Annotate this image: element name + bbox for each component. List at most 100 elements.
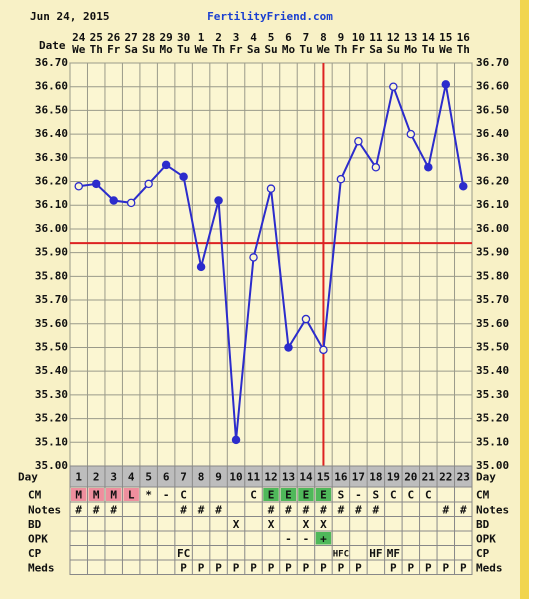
cell-text: # bbox=[75, 503, 82, 516]
y-tick-label-right: 35.00 bbox=[476, 459, 509, 472]
weekday-label: We bbox=[194, 43, 208, 56]
cell-highlight bbox=[123, 488, 139, 501]
cell-text: P bbox=[250, 561, 257, 574]
cell-text: P bbox=[198, 561, 205, 574]
cell-text: HF bbox=[369, 547, 382, 560]
cell-text: - bbox=[303, 532, 310, 545]
cell-text: 5 bbox=[145, 471, 152, 484]
cell-text: 19 bbox=[387, 471, 400, 484]
weekday-label: Tu bbox=[422, 43, 435, 56]
cell-text: X bbox=[303, 518, 310, 531]
weekday-label: Tu bbox=[177, 43, 190, 56]
weekday-label: We bbox=[72, 43, 86, 56]
cell-text: C bbox=[180, 489, 187, 502]
date-label: 4 bbox=[250, 31, 257, 44]
date-label: 25 bbox=[90, 31, 103, 44]
weekday-label: Th bbox=[90, 43, 103, 56]
cell-text: 3 bbox=[110, 471, 117, 484]
temperature-point bbox=[354, 136, 363, 146]
cell-highlight bbox=[263, 488, 279, 501]
row-label: Day bbox=[18, 471, 38, 484]
cell-highlight bbox=[315, 532, 332, 545]
cell-text: 2 bbox=[93, 471, 100, 484]
temperature-point bbox=[424, 163, 433, 172]
temperature-point bbox=[126, 198, 136, 208]
x-axis-label: Date bbox=[39, 39, 66, 52]
y-tick-label-right: 35.80 bbox=[476, 269, 509, 282]
y-tick-label-right: 36.70 bbox=[476, 56, 509, 69]
weekday-label: Fr bbox=[352, 43, 366, 56]
weekday-label: Su bbox=[387, 43, 400, 56]
cell-text: P bbox=[338, 561, 345, 574]
temperature-point bbox=[336, 174, 346, 184]
cell-text: 17 bbox=[352, 471, 365, 484]
y-tick-label: 35.60 bbox=[35, 317, 68, 330]
weekday-label: Su bbox=[264, 43, 277, 56]
y-tick-label: 35.00 bbox=[35, 459, 68, 472]
cell-text: # bbox=[373, 503, 380, 516]
date-label: 14 bbox=[422, 31, 436, 44]
y-tick-label: 35.30 bbox=[35, 388, 68, 401]
y-tick-label-right: 36.30 bbox=[476, 151, 509, 164]
cell-text: - bbox=[355, 489, 362, 502]
cell-text: C bbox=[390, 489, 397, 502]
y-tick-label-right: 35.70 bbox=[476, 293, 509, 306]
y-tick-label: 35.40 bbox=[35, 364, 68, 377]
cell-text: 8 bbox=[198, 471, 205, 484]
cell-text: - bbox=[163, 489, 170, 502]
date-label: 13 bbox=[404, 31, 417, 44]
cell-text: 20 bbox=[404, 471, 417, 484]
weekday-label: Th bbox=[334, 43, 347, 56]
date-label: 24 bbox=[72, 31, 86, 44]
y-tick-label-right: 35.40 bbox=[476, 364, 509, 377]
date-label: 7 bbox=[303, 31, 310, 44]
y-tick-label: 36.50 bbox=[35, 103, 68, 116]
temperature-point bbox=[441, 80, 451, 89]
cell-text: 15 bbox=[317, 471, 330, 484]
cell-text: P bbox=[408, 561, 415, 574]
cell-text: + bbox=[320, 532, 327, 545]
date-label: 15 bbox=[439, 31, 452, 44]
y-tick-label-right: 35.50 bbox=[476, 340, 509, 353]
date-label: 2 bbox=[215, 31, 222, 44]
y-tick-label-right: 35.90 bbox=[476, 246, 509, 259]
cell-text: 4 bbox=[128, 471, 135, 484]
row-label-right: CP bbox=[476, 547, 490, 560]
date-label: 1 bbox=[198, 31, 205, 44]
date-label: 5 bbox=[268, 31, 275, 44]
date-label: 12 bbox=[387, 31, 400, 44]
cell-highlight bbox=[298, 488, 314, 501]
temperature-point bbox=[284, 343, 293, 352]
cell-text: M bbox=[75, 489, 82, 502]
y-tick-label: 36.70 bbox=[35, 56, 68, 69]
cell-text: E bbox=[303, 489, 310, 502]
cell-text: P bbox=[233, 561, 240, 574]
cell-text: # bbox=[215, 503, 222, 516]
y-tick-label: 36.10 bbox=[35, 198, 68, 211]
cell-text: P bbox=[303, 561, 310, 574]
cell-highlight bbox=[88, 488, 104, 501]
date-label: 16 bbox=[457, 31, 471, 44]
weekday-label: Tu bbox=[299, 43, 312, 56]
y-tick-label-right: 35.10 bbox=[476, 435, 509, 448]
cell-text: C bbox=[425, 489, 432, 502]
temperature-point bbox=[144, 179, 153, 189]
cell-text: X bbox=[320, 518, 327, 531]
cell-text: # bbox=[285, 503, 292, 516]
cell-text: M bbox=[110, 489, 117, 502]
date-label: 27 bbox=[125, 31, 138, 44]
cell-text: # bbox=[442, 503, 449, 516]
temperature-point bbox=[179, 172, 188, 182]
temperature-point bbox=[389, 82, 398, 91]
date-label: 30 bbox=[177, 31, 190, 44]
cell-text: HFC bbox=[333, 549, 349, 559]
date-label: 10 bbox=[352, 31, 365, 44]
temperature-point bbox=[459, 182, 468, 191]
table-row bbox=[69, 545, 473, 561]
header-date: Jun 24, 2015 bbox=[30, 10, 109, 23]
cell-text: L bbox=[128, 489, 135, 502]
row-label: BD bbox=[28, 518, 42, 531]
cell-text: P bbox=[442, 561, 449, 574]
row-label-right: CM bbox=[476, 489, 490, 502]
cell-highlight bbox=[315, 488, 332, 501]
